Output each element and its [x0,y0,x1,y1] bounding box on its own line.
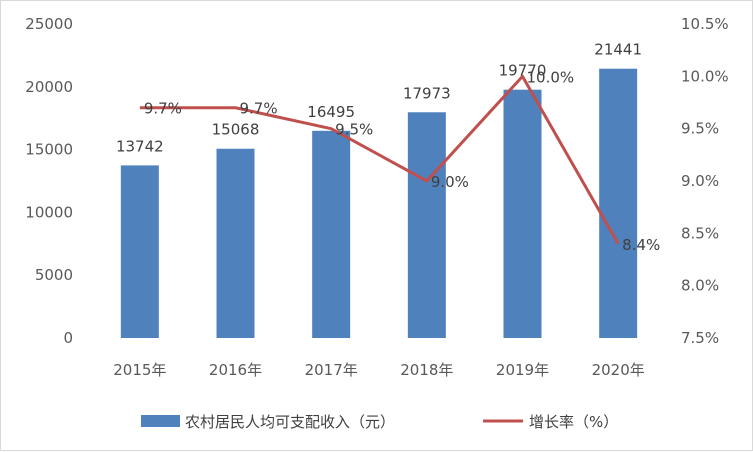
line-label-1: 9.7% [240,100,278,118]
x-axis-ticks: 2015年 2016年 2017年 2018年 2019年 2020年 [113,361,645,379]
bar-0 [120,165,159,338]
right-axis-ticks: 7.5% 8.0% 8.5% 9.0% 9.5% 10.0% 10.5% [681,15,729,347]
x-tick-1: 2016年 [209,361,262,379]
right-tick-1: 8.0% [681,277,719,295]
x-tick-0: 2015年 [113,361,166,379]
left-tick-5: 25000 [25,15,73,33]
bar-1 [216,148,255,338]
line-label-4: 10.0% [527,68,575,86]
bar-series [120,68,638,338]
line-series [139,74,620,245]
bar-label-1: 15068 [212,121,260,139]
bar-label-3: 17973 [403,84,451,102]
left-tick-2: 10000 [25,203,73,221]
line-label-5: 8.4% [622,236,660,254]
bar-data-labels: 13742 15068 16495 17973 19770 21441 [116,41,642,156]
bar-2 [312,130,351,338]
right-tick-4: 9.5% [681,120,719,138]
bar-5 [599,68,638,338]
left-axis-ticks: 0 5000 10000 15000 20000 25000 [25,15,73,347]
right-tick-3: 9.0% [681,172,719,190]
x-tick-2: 2017年 [305,361,358,379]
legend-bar-label: 农村居民人均可支配收入（元） [185,413,395,431]
legend-bar-swatch [141,415,180,427]
left-tick-0: 0 [63,329,73,347]
right-tick-0: 7.5% [681,329,719,347]
x-tick-5: 2020年 [592,361,645,379]
left-tick-1: 5000 [35,266,73,284]
bar-label-2: 16495 [307,103,355,121]
line-data-labels: 9.7% 9.7% 9.5% 9.0% 10.0% 8.4% [144,68,660,253]
growth-rate-line [139,74,620,245]
bar-label-4: 19770 [499,62,547,80]
right-tick-5: 10.0% [681,67,729,85]
line-label-2: 9.5% [335,121,373,139]
x-tick-3: 2018年 [400,361,453,379]
legend: 农村居民人均可支配收入（元） 增长率（%） [141,413,618,431]
right-tick-6: 10.5% [681,15,729,33]
bar-4 [503,89,542,338]
line-label-0: 9.7% [144,100,182,118]
left-tick-3: 15000 [25,141,73,159]
legend-line-label: 增长率（%） [529,413,618,431]
right-tick-2: 8.5% [681,224,719,242]
x-tick-4: 2019年 [496,361,549,379]
line-label-3: 9.0% [431,173,469,191]
bar-label-0: 13742 [116,137,164,155]
left-tick-4: 20000 [25,78,73,96]
bar-3 [407,112,446,338]
bar-label-5: 21441 [594,41,642,59]
